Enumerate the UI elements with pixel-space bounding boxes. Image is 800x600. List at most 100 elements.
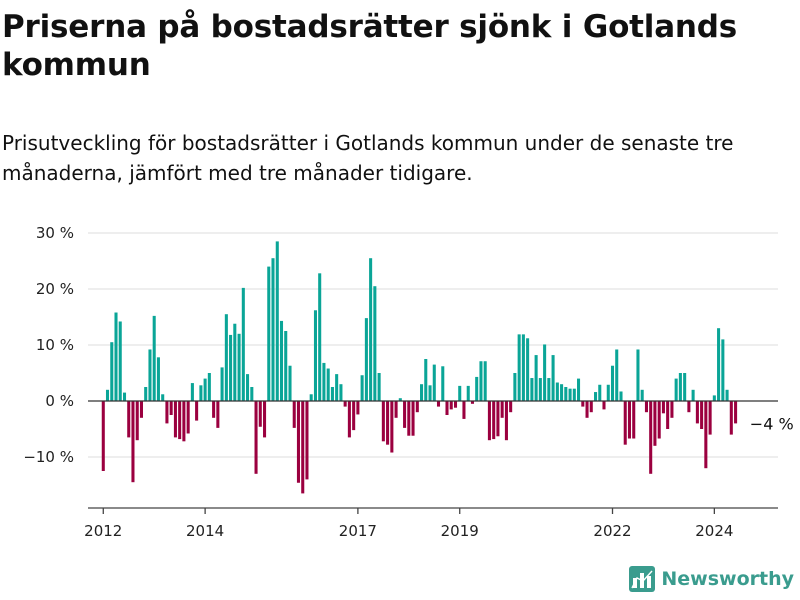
bar [487,401,491,441]
bar [118,321,122,401]
bar [330,387,334,401]
x-tick-label: 2012 [84,522,122,540]
y-tick-label: −10 % [23,448,74,466]
bar [398,398,402,401]
bar [568,388,572,401]
bar [632,401,636,439]
bar [182,401,186,442]
x-tick-label: 2022 [593,522,631,540]
grid-lines [88,232,778,458]
bar [500,401,504,418]
bar [594,392,598,401]
bar [195,401,199,421]
bar [139,401,143,418]
bar [610,365,615,401]
bar [453,401,458,408]
bar [691,389,695,401]
bar [152,315,156,401]
bar [156,357,160,401]
bar [199,385,203,401]
bar [420,384,424,401]
bar [551,355,555,401]
bar [161,394,165,401]
last-value-label: −4 % [750,414,794,433]
bar [127,401,131,438]
bar [666,401,670,429]
bar [207,373,211,401]
bar [122,392,127,401]
bar [343,401,347,407]
bar [483,361,487,401]
bar [674,378,678,401]
bar [657,401,661,439]
bar [241,287,245,401]
bar [190,383,194,401]
bar [517,334,521,401]
bar [526,338,530,401]
bar [216,401,220,428]
bar [318,273,322,401]
bar [411,401,415,436]
bar [135,401,139,441]
bar [169,401,173,415]
bar [585,401,589,418]
bar [131,401,135,483]
bar [564,387,568,401]
bar [653,401,657,446]
bar [305,401,309,480]
bar [254,401,258,474]
bar [445,401,449,415]
bar [144,387,148,401]
bar [598,384,602,401]
bar [347,401,351,438]
bar [233,323,237,401]
bar [352,401,356,431]
bar [602,401,606,410]
bar [644,401,648,413]
bar [479,361,483,401]
y-tick-label: 0 % [45,392,74,410]
bar [509,401,513,413]
bar [513,373,517,401]
bar [360,375,364,401]
bar [577,378,581,401]
y-axis-tick-labels: −10 % 0 % 10 % 20 % 30 % [23,224,74,466]
bar [288,365,292,401]
y-tick-label: 30 % [36,224,74,242]
bar [704,401,708,469]
bar [101,401,105,471]
x-tick-label: 2017 [339,522,377,540]
bar [530,378,534,401]
bar [407,401,411,436]
bar [292,401,296,428]
bar [496,401,500,437]
bar [547,378,551,401]
bar [449,401,453,410]
bar [436,401,441,407]
bar [683,373,687,401]
bar [619,391,623,401]
bar [114,312,118,401]
bar [695,401,699,424]
bar [403,401,407,428]
bar [627,401,631,439]
bar [670,401,674,418]
bar [284,331,288,401]
bar [543,344,547,401]
bar [700,401,704,429]
bar [712,395,716,401]
bar [373,286,377,401]
bar [687,401,691,413]
annotations: −4 % [750,414,794,433]
bar [636,349,640,401]
bar [335,374,339,401]
bar [313,310,317,401]
bar [432,364,436,401]
bar [678,373,682,401]
bar [309,394,313,401]
x-tick-label: 2019 [441,522,479,540]
bar [386,401,390,445]
bar [538,378,542,401]
bar [326,368,330,401]
bar [470,401,474,404]
